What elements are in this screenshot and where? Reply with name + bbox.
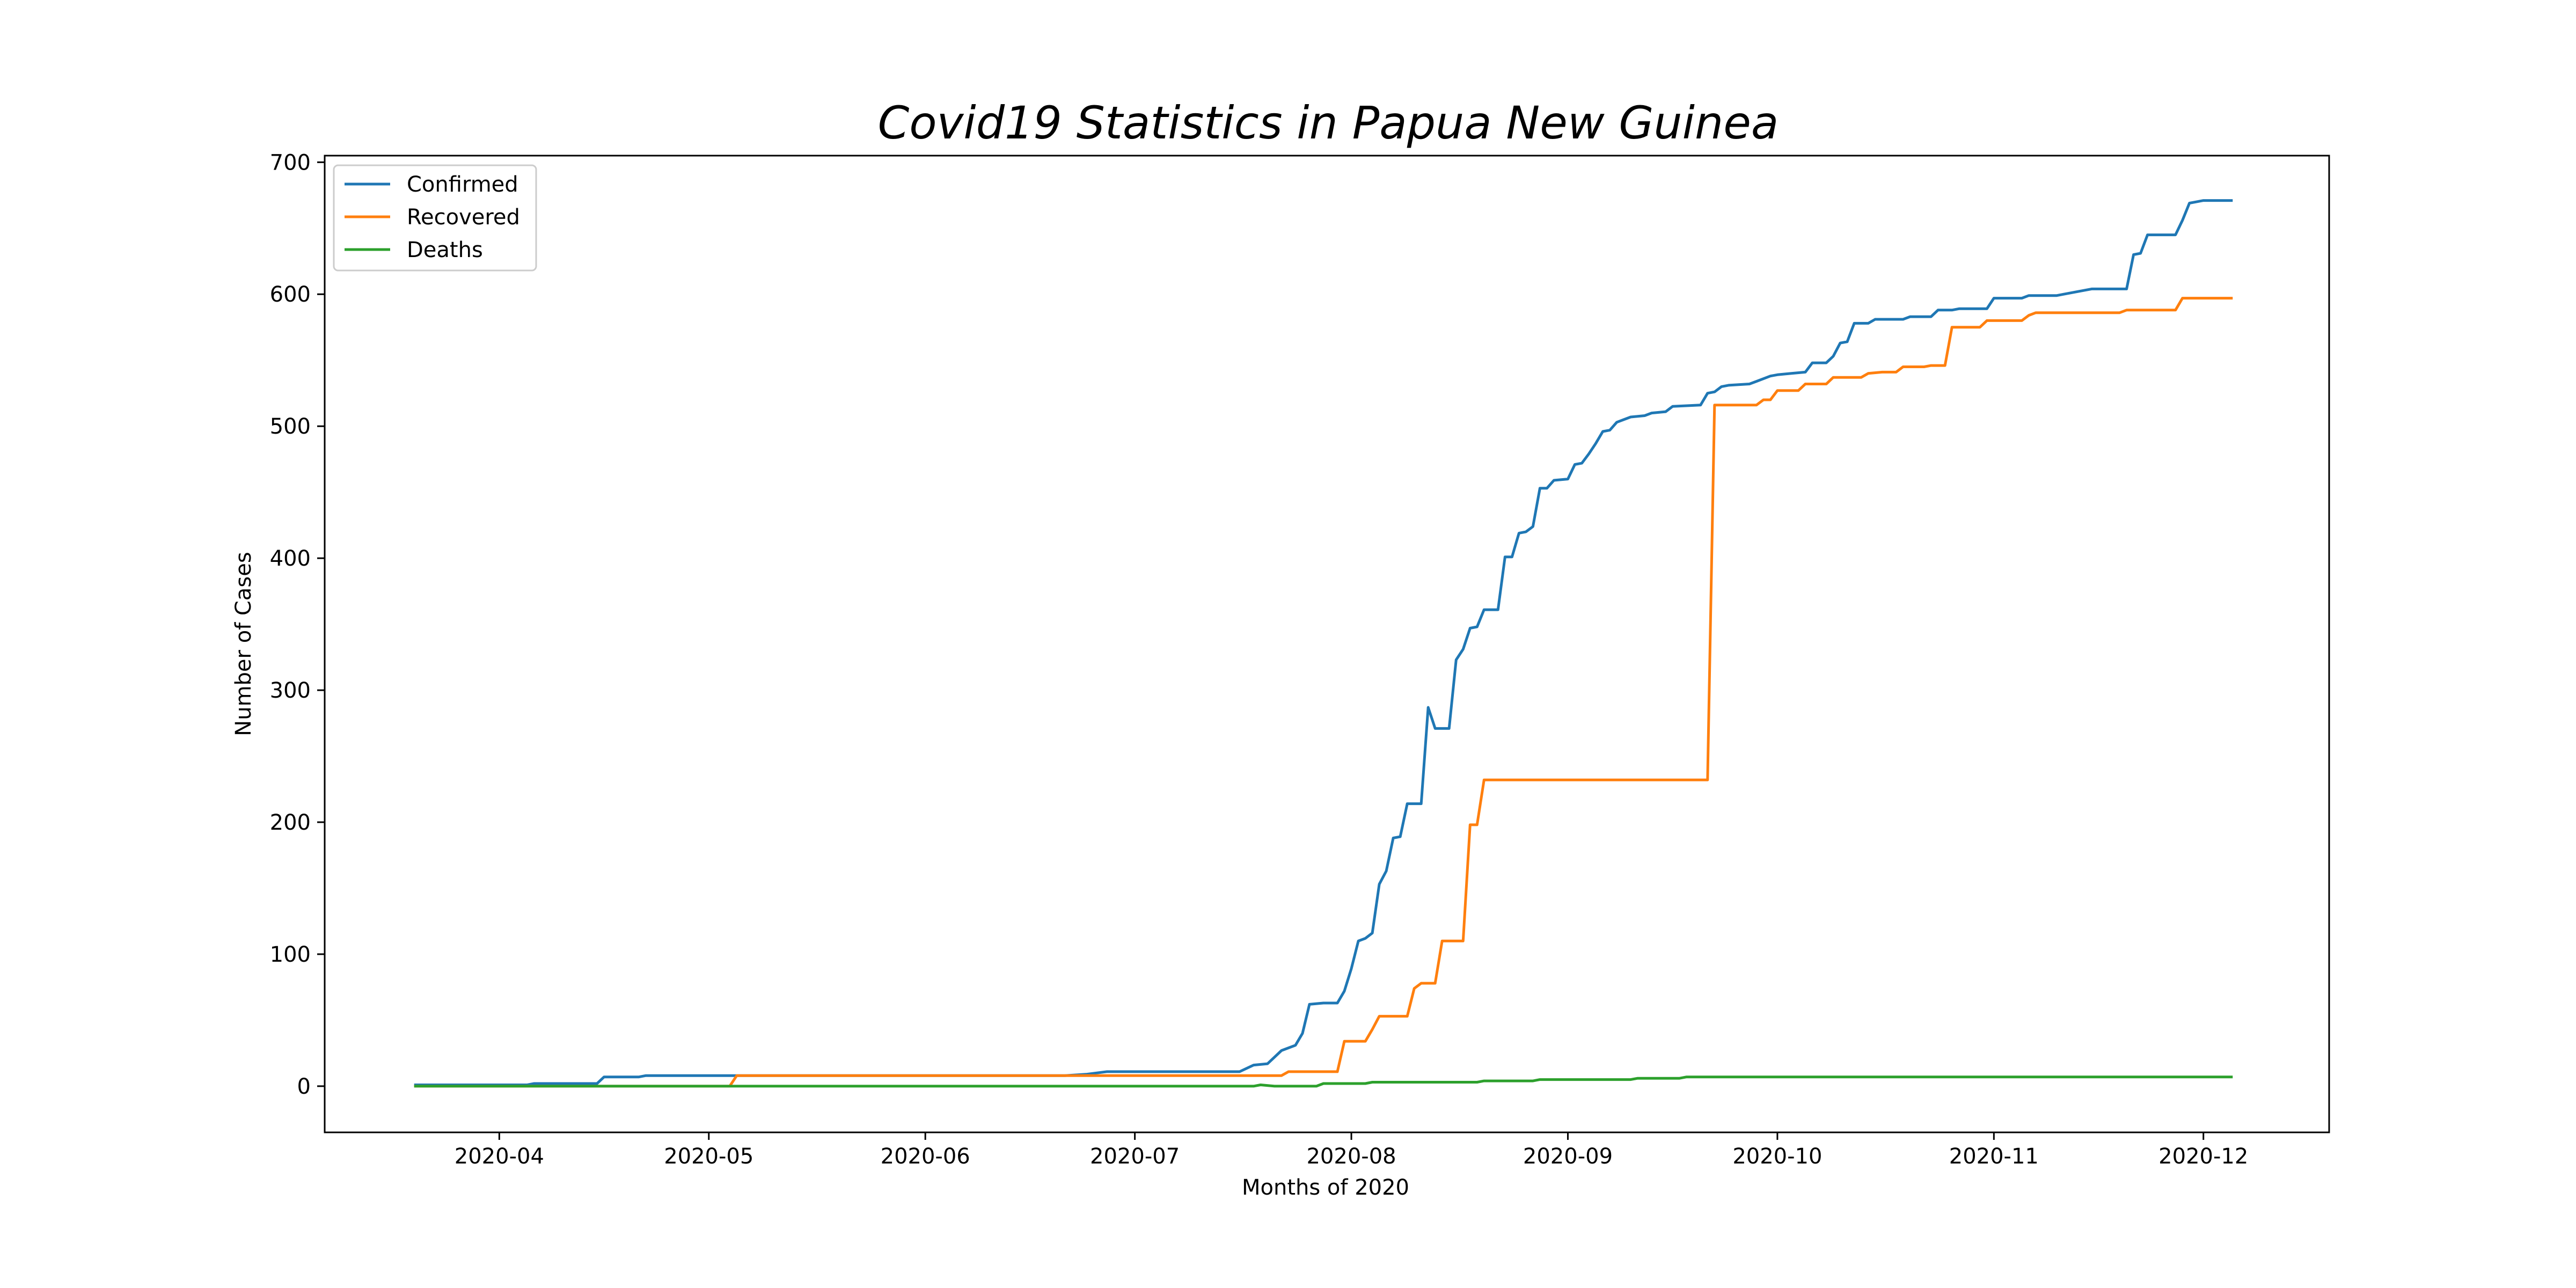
y-tick-label: 600	[270, 282, 311, 307]
chart-title: Covid19 Statistics in Papua New Guinea	[878, 97, 1779, 149]
y-axis: 0 100 200 300 400 500 600 700	[270, 150, 325, 1099]
legend-label-deaths: Deaths	[407, 238, 483, 262]
y-tick-label: 100	[270, 942, 311, 967]
y-tick-label: 0	[297, 1074, 311, 1099]
x-tick-label: 2020-05	[664, 1144, 753, 1169]
x-axis: 2020-04 2020-05 2020-06 2020-07 2020-08 2020-…	[455, 1132, 2248, 1169]
series-line-deaths	[414, 1075, 2233, 1088]
series-layer	[414, 199, 2233, 1088]
y-tick-label: 200	[270, 810, 311, 835]
plot-frame	[324, 155, 2330, 1133]
legend-label-confirmed: Confirmed	[407, 172, 518, 197]
y-tick-label: 700	[270, 150, 311, 175]
legend-label-recovered: Recovered	[407, 205, 520, 230]
y-axis-label: Number of Cases	[231, 552, 256, 736]
x-tick-label: 2020-09	[1523, 1144, 1613, 1169]
x-tick-label: 2020-04	[455, 1144, 544, 1169]
x-tick-label: 2020-10	[1732, 1144, 1822, 1169]
y-tick-label: 400	[270, 546, 311, 571]
series-line-confirmed	[414, 199, 2233, 1086]
x-tick-label: 2020-11	[1949, 1144, 2039, 1169]
series-line-recovered	[414, 297, 2233, 1088]
x-axis-label: Months of 2020	[1242, 1175, 1409, 1200]
y-tick-label: 300	[270, 678, 311, 703]
legend: Confirmed Recovered Deaths	[333, 164, 537, 272]
y-tick-label: 500	[270, 414, 311, 439]
x-tick-label: 2020-12	[2158, 1144, 2248, 1169]
x-tick-label: 2020-08	[1306, 1144, 1396, 1169]
x-tick-label: 2020-07	[1090, 1144, 1180, 1169]
legend-box	[333, 164, 537, 272]
x-tick-label: 2020-06	[881, 1144, 970, 1169]
